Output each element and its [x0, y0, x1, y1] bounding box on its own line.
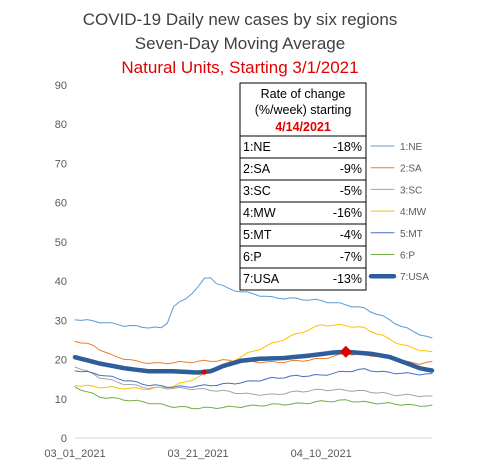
table-region-cell: 1:NE — [243, 140, 271, 154]
table-value-cell: -9% — [340, 162, 362, 176]
y-tick-label: 10 — [55, 394, 67, 406]
axes: 0 10 20 30 40 50 60 70 80 90 03_01_2021 03_21_2021 0… — [44, 80, 432, 460]
series-line-6p — [74, 386, 433, 410]
table-value-cell: -13% — [333, 272, 362, 286]
y-tick-label: 40 — [55, 276, 67, 288]
table-value-cell: -4% — [340, 228, 362, 242]
table-value-cell: -5% — [340, 184, 362, 198]
series-markers — [201, 345, 352, 376]
table-region-cell: 7:USA — [243, 272, 280, 286]
y-tick-label: 30 — [55, 315, 67, 327]
series-lines — [72, 277, 435, 410]
table-header-line2: (%/week) starting — [255, 103, 352, 117]
series-marker — [339, 345, 352, 358]
y-tick-label: 60 — [55, 198, 67, 210]
series-line-1ne — [74, 277, 433, 339]
x-tick-label: 03_21_2021 — [168, 448, 229, 460]
y-tick-label: 80 — [55, 119, 67, 131]
table-region-cell: 2:SA — [243, 162, 271, 176]
table-region-cell: 3:SC — [243, 184, 271, 198]
chart-title: COVID-19 Daily new cases by six regions — [82, 10, 398, 29]
y-tick-label: 50 — [55, 237, 67, 249]
legend-label: 6:P — [400, 251, 415, 262]
x-tick-label: 04_10_2021 — [291, 448, 352, 460]
table-region-cell: 4:MW — [243, 206, 276, 220]
rate-of-change-table: Rate of change (%/week) starting 4/14/2021… — [239, 82, 367, 291]
y-tick-label: 70 — [55, 158, 67, 170]
y-tick-label: 90 — [55, 80, 67, 92]
table-value-cell: -18% — [333, 140, 362, 154]
table-header-date: 4/14/2021 — [275, 120, 331, 134]
legend-label: 1:NE — [400, 142, 423, 153]
x-tick-label: 03_01_2021 — [44, 448, 105, 460]
legend-label: 3:SC — [400, 185, 422, 196]
legend-label: 4:MW — [400, 207, 427, 218]
series-marker — [201, 369, 208, 376]
series-line-3sc — [74, 366, 433, 398]
legend-label: 2:SA — [400, 164, 422, 175]
table-region-cell: 5:MT — [243, 228, 272, 242]
chart-subtitle-red: Natural Units, Starting 3/1/2021 — [121, 58, 359, 77]
chart-subtitle: Seven-Day Moving Average — [134, 34, 346, 53]
table-value-cell: -16% — [333, 206, 362, 220]
legend: 1:NE 2:SA 3:SC 4:MW 5:MT 6:P 7:USA — [368, 142, 429, 283]
table-region-cell: 6:P — [243, 250, 262, 264]
y-tick-label: 20 — [55, 355, 67, 367]
series-line-7usa — [72, 349, 435, 375]
legend-label: 7:USA — [400, 272, 429, 283]
series-line-5mt — [74, 368, 433, 388]
legend-label: 5:MT — [400, 229, 423, 240]
y-tick-label: 0 — [61, 433, 67, 445]
series-line-4mw — [74, 323, 433, 391]
table-header-line1: Rate of change — [261, 87, 346, 101]
table-value-cell: -7% — [340, 250, 362, 264]
